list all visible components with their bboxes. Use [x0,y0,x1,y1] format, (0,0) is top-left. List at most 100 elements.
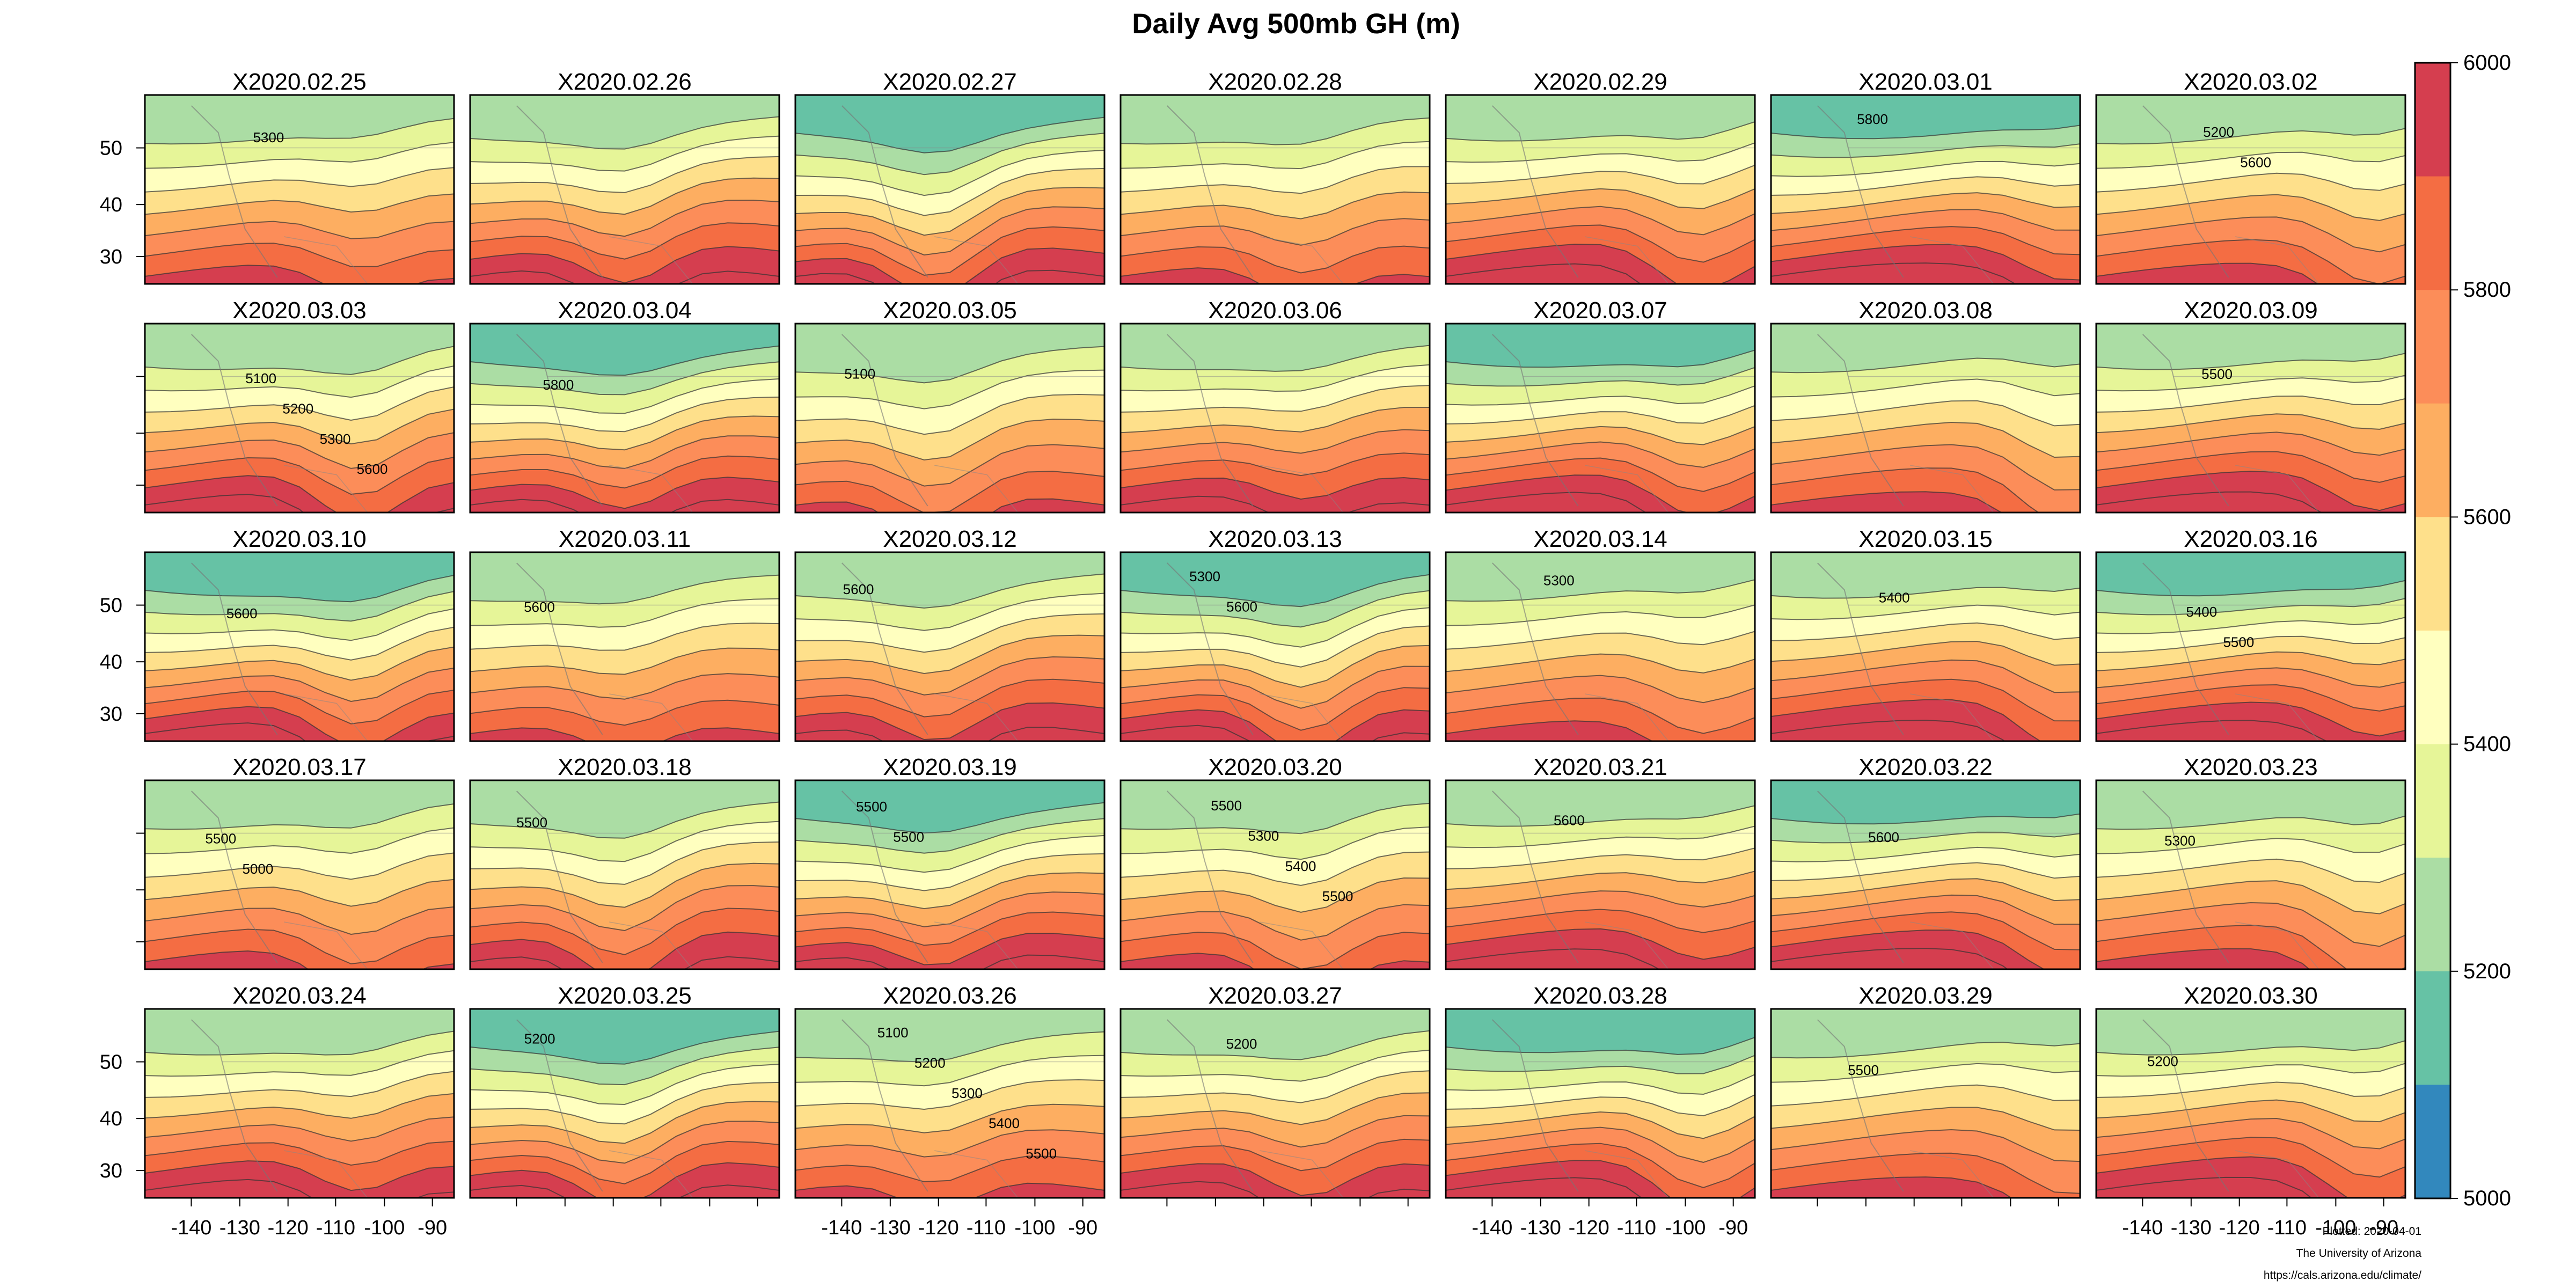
geopotential-band [470,95,779,150]
geopotential-band [470,324,779,376]
coastline [2142,334,2229,507]
panel-frame [2095,1008,2406,1199]
panel-frame [1119,323,1431,514]
panel-title: X2020.03.27 [1208,983,1342,1009]
contour-label: 5300 [1248,828,1279,844]
lat-tick-label: 50 [100,595,122,617]
coastline [841,791,928,963]
colorbar-label: 5200 [2463,960,2511,983]
credit-url: https://cals.arizona.edu/climate/ [2263,1269,2421,1282]
map-panel: 5600 X2020.03.21 [1445,754,1756,970]
border-line [609,921,693,969]
panel-frame [794,551,1106,742]
geopotential-band [795,324,1104,384]
map-panel: 5400 5500 X2020.03.16 [2095,526,2406,742]
border-line [284,465,368,513]
geopotential-band [1446,324,1755,368]
panel-title: X2020.03.04 [558,297,692,324]
border-line [1910,465,1994,513]
lat-tick-label: 30 [100,703,122,726]
panel-title: X2020.02.28 [1208,69,1342,95]
colorbar-segment [2415,176,2450,290]
coastline [191,791,278,963]
lon-tick-label: -110 [1617,1217,1656,1239]
panel-title: X2020.03.09 [2184,297,2318,324]
colorbar-segment [2415,631,2450,745]
contour-label: 5100 [877,1024,909,1041]
panel-frame [469,323,780,514]
panel-frame [794,1008,1106,1199]
contour-label: 5600 [524,599,555,615]
coastline [2142,791,2229,963]
geopotential-band [1771,1009,2080,1059]
panel-title: X2020.03.12 [883,526,1017,552]
contour-label: 5800 [1857,111,1888,127]
panel-frame [1770,1008,2081,1199]
lon-tick-label: -90 [1718,1217,1748,1239]
map-panel: 5400 X2020.03.15 [1770,526,2081,742]
border-line [2235,465,2319,513]
lon-tick-label: -140 [821,1217,862,1239]
contour-label: 5500 [2201,366,2233,382]
panel-frame [1445,779,1756,970]
map-panel: 5300 X2020.02.25 50 40 30 [100,69,455,285]
border-line [609,236,693,284]
coastline [1817,562,1904,735]
colorbar-label: 6000 [2463,51,2511,75]
colorbar-label: 5400 [2463,733,2511,756]
panel-frame [1770,94,2081,285]
colorbar-label: 5600 [2463,505,2511,529]
coastline [1167,791,1254,963]
coastline [1817,791,1904,963]
map-panel: X2020.03.24 50 40 30 -140 -130 -120 -110 -100 -90 [100,983,455,1239]
panel-frame [1119,779,1431,970]
geopotential-band [1121,95,1430,145]
contour-label: 5300 [1189,568,1220,584]
coastline [1492,334,1579,507]
panel-frame [144,779,455,970]
colorbar-segment [2415,1085,2450,1199]
geopotential-band [1771,95,2080,140]
coastline [1492,1019,1579,1192]
map-panel: 5200 X2020.03.25 [469,983,780,1206]
lat-tick-label: 40 [100,194,122,216]
lon-tick-label: -110 [2267,1217,2307,1239]
coastline [1167,105,1254,278]
panel-title: X2020.03.22 [1858,754,1993,780]
border-line [1585,1150,1669,1198]
coastline [1492,105,1579,278]
panel-title: X2020.03.18 [558,754,692,780]
contour-label: 5800 [543,377,574,393]
colorbar-segment [2415,403,2450,517]
map-panel: X2020.03.28 -140 -130 -120 -110 -100 -90 [1445,983,1756,1239]
panel-title: X2020.03.05 [883,297,1017,324]
contour-label: 5600 [2240,155,2271,171]
panel-frame [1770,779,2081,970]
panel-title: X2020.03.30 [2184,983,2318,1009]
panel-title: X2020.03.25 [558,983,692,1009]
panel-title: X2020.03.21 [1533,754,1667,780]
panel-frame [1445,323,1756,514]
geopotential-band [1771,780,2080,825]
coastline [191,105,278,278]
panel-frame [469,779,780,970]
geopotential-band [470,780,779,839]
panel-frame [2095,94,2406,285]
map-panel: 5500 5300 5400 5500 X2020.03.20 [1119,754,1431,970]
border-line [1260,236,1344,284]
lon-tick-label: -120 [918,1217,959,1239]
map-panel: 5100 X2020.03.05 [794,297,1106,514]
contour-label: 5200 [1226,1036,1257,1052]
border-line [934,465,1019,513]
contour-label: 5400 [2186,604,2217,620]
coastline [2142,1019,2229,1192]
border-line [2235,236,2319,284]
geopotential-band [1771,324,2080,374]
border-line [1585,465,1669,513]
colorbar-frame [2414,62,2451,1199]
panel-frame [469,94,780,285]
coastline [1167,562,1254,735]
coastline [516,334,603,507]
border-line [284,921,368,969]
panel-frame [1445,1008,1756,1199]
